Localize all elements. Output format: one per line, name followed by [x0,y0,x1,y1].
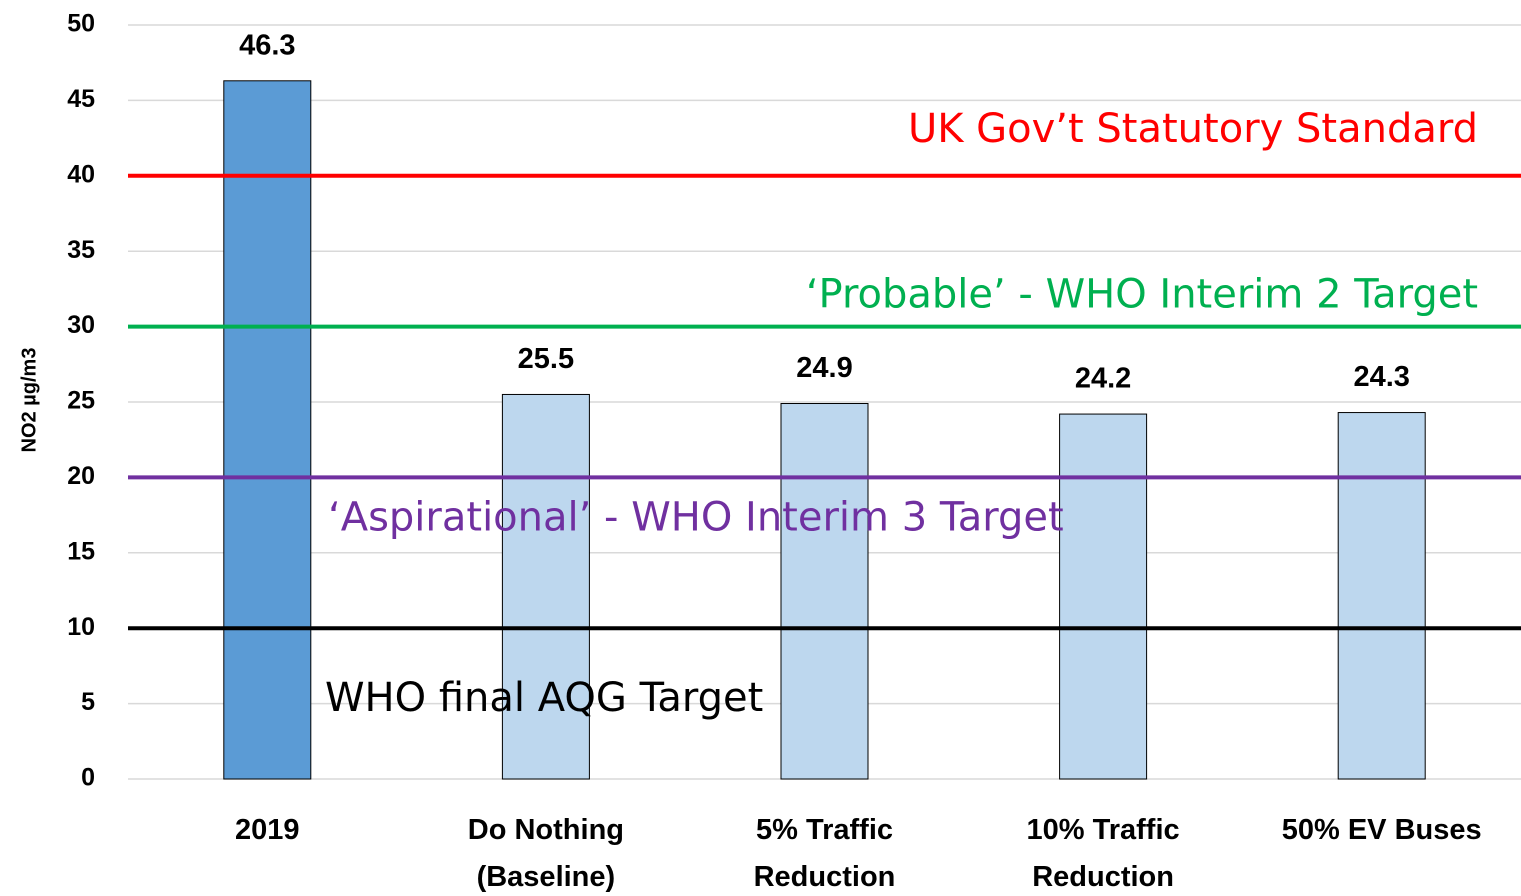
value-label: 46.3 [239,29,295,61]
y-tick-label: 30 [67,311,95,339]
x-tick-label: 2019 [235,814,300,846]
x-tick-label: Do Nothing (Baseline) [467,814,624,893]
y-tick-label: 0 [81,764,95,792]
bar [1337,412,1426,780]
y-tick-label: 50 [67,10,95,38]
y-tick-label: 5 [81,688,95,716]
value-label: 24.9 [796,352,852,384]
bar [1059,413,1148,780]
x-tick-label: 5% Traffic Reduction [753,814,896,893]
y-tick-label: 25 [67,387,95,415]
reference-label: ‘Aspirational’ - WHO Interim 3 Target [328,494,1064,540]
y-tick-label: 20 [67,462,95,490]
bar [223,80,312,780]
reference-label: UK Gov’t Statutory Standard [908,106,1478,152]
bar [780,403,869,780]
x-tick-label: 10% Traffic Reduction [1026,814,1180,893]
value-label: 25.5 [518,343,574,375]
y-tick-label: 40 [67,160,95,188]
y-tick-label: 10 [67,613,95,641]
reference-label: ‘Probable’ - WHO Interim 2 Target [806,272,1478,318]
y-axis-label: NO2 µg/m3 [18,348,40,453]
bar [501,393,590,780]
value-label: 24.3 [1353,361,1409,393]
x-tick-label: 50% EV Buses [1281,814,1482,846]
value-label: 24.2 [1075,363,1131,395]
y-tick-label: 45 [67,85,95,113]
y-tick-label: 15 [67,537,95,565]
reference-label: WHO final AQG Target [325,675,763,721]
y-tick-label: 35 [67,236,95,264]
